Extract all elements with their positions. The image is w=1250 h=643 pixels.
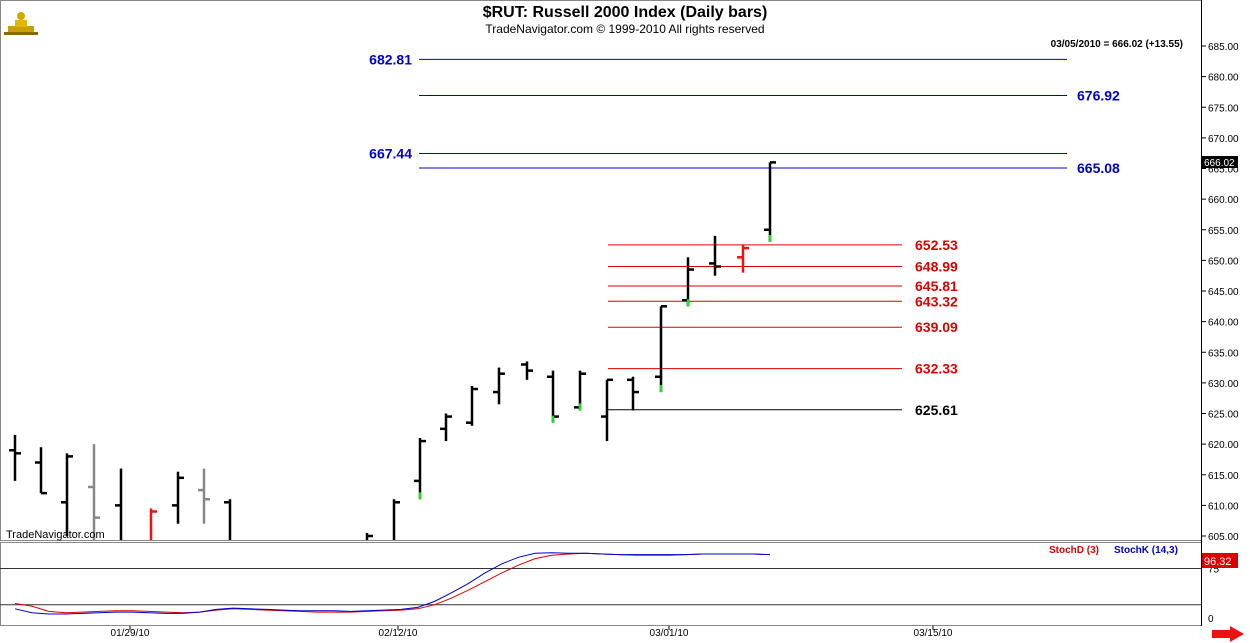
last-stoch-box (1202, 553, 1238, 568)
lower-level-label-4: 639.09 (915, 319, 958, 335)
price-tick-label-7: 640.00 (1208, 318, 1239, 329)
legend-stochk: StochK (14,3) (1114, 545, 1178, 556)
upper-level-label-1: 676.92 (1077, 87, 1120, 103)
price-tick-label-13: 670.00 (1208, 134, 1239, 145)
price-tick-label-12: 665.00 (1208, 165, 1239, 176)
stoch-series-line-1 (14, 552, 771, 615)
stoch-series-line-0 (14, 552, 771, 614)
last-stoch-label: 96.32 (1204, 556, 1232, 568)
last-price-box (1202, 156, 1238, 168)
price-tick-label-15: 680.00 (1208, 73, 1239, 84)
price-tick-label-3: 620.00 (1208, 440, 1239, 451)
price-panel-frame (0, 0, 1202, 541)
upper-level-label-3: 665.08 (1077, 160, 1120, 176)
lower-level-label-3: 643.32 (915, 293, 958, 309)
fib-levels: 682.81 676.92 667.44 665.08 652.53 648.99 645.… (369, 51, 1120, 417)
date-tick-label-3: 03/15/10 (914, 628, 953, 639)
price-tick-label-11: 660.00 (1208, 195, 1239, 206)
price-tick-label-1: 610.00 (1208, 501, 1239, 512)
lower-level-label-5: 632.33 (915, 361, 958, 377)
quote-text: 03/05/2010 = 666.02 (+13.55) (1051, 39, 1183, 50)
trade-navigator-logo-icon (4, 12, 38, 35)
stochastic-panel: 0 75 (0, 552, 1220, 625)
legend-stochd: StochD (3) (1049, 545, 1099, 556)
price-tick-label-0: 605.00 (1208, 532, 1239, 543)
stoch-tick-label-1: 75 (1208, 565, 1220, 576)
price-axis: 605.00 610.00 615.00 620.00 625.00 630.00 635.… (1201, 42, 1239, 543)
right-arrow-icon[interactable] (1212, 626, 1244, 642)
price-tick-label-5: 630.00 (1208, 379, 1239, 390)
price-tick-label-9: 650.00 (1208, 256, 1239, 267)
last-price-label: 666.02 (1204, 158, 1235, 169)
stoch-tick-label-0: 0 (1208, 614, 1214, 625)
upper-level-label-0: 682.81 (369, 51, 412, 67)
price-tick-label-6: 635.00 (1208, 348, 1239, 359)
date-tick-label-2: 03/01/10 (650, 628, 689, 639)
lower-level-label-2: 645.81 (915, 278, 958, 294)
date-tick-label-0: 01/29/10 (111, 628, 150, 639)
lower-level-label-6: 625.61 (915, 402, 958, 418)
page-title: $RUT: Russell 2000 Index (Daily bars) (482, 4, 768, 21)
price-tick-label-10: 655.00 (1208, 226, 1239, 237)
copyright-subtitle: TradeNavigator.com © 1999-2010 All right… (485, 22, 765, 36)
price-tick-label-4: 625.00 (1208, 410, 1239, 421)
watermark-text: TradeNavigator.com (6, 529, 105, 541)
price-bars (9, 161, 776, 540)
date-axis: 01/29/10 02/12/10 03/01/10 03/15/10 (111, 626, 953, 639)
upper-level-label-2: 667.44 (369, 146, 412, 162)
lower-level-label-0: 652.53 (915, 237, 958, 253)
price-tick-label-8: 645.00 (1208, 287, 1239, 298)
price-tick-label-2: 615.00 (1208, 471, 1239, 482)
lower-level-label-1: 648.99 (915, 259, 958, 275)
price-tick-label-14: 675.00 (1208, 103, 1239, 114)
price-tick-label-16: 685.00 (1208, 42, 1239, 53)
date-tick-label-1: 02/12/10 (379, 628, 418, 639)
